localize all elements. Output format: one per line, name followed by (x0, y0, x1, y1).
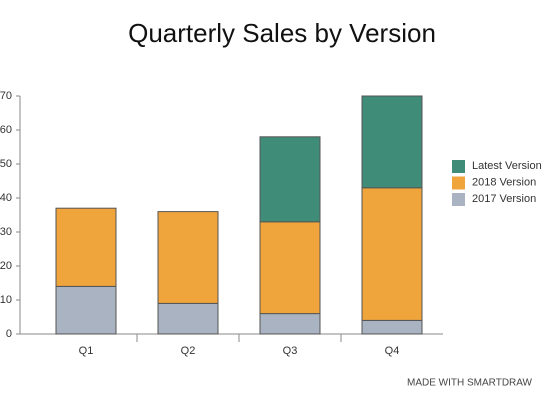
bar-segment (361, 187, 423, 321)
bar-segment (55, 285, 117, 335)
bar-segment (361, 95, 423, 189)
x-tick-label: Q3 (283, 345, 298, 357)
legend-swatch (452, 160, 465, 173)
legend-label: 2017 Version (472, 193, 536, 205)
bar-segment (361, 319, 423, 335)
x-tick-label: Q1 (79, 345, 94, 357)
y-tick-label: 50 (0, 158, 12, 170)
footer: MADE WITH SMARTDRAW (407, 378, 533, 389)
x-tick-label: Q2 (181, 345, 196, 357)
y-tick-label: 70 (0, 90, 12, 102)
legend-label: Latest Version (472, 160, 542, 172)
bar-segment (259, 313, 321, 335)
y-tick-label: 30 (0, 226, 12, 238)
y-tick-label: 10 (0, 294, 12, 306)
legend-label: 2018 Version (472, 176, 536, 188)
chart-title: Quarterly Sales by Version (128, 18, 436, 48)
y-tick-label: 20 (0, 260, 12, 272)
bar-segment (157, 211, 219, 304)
x-tick-label: Q4 (385, 345, 400, 357)
bar-segment (157, 302, 219, 335)
y-tick-label: 0 (6, 328, 12, 340)
bar-segment (55, 207, 117, 287)
y-tick-label: 60 (0, 124, 12, 136)
bar-segment (259, 136, 321, 223)
y-tick-label: 40 (0, 192, 12, 204)
bar-segment (259, 221, 321, 315)
legend-swatch (452, 193, 465, 206)
legend-swatch (452, 176, 465, 190)
